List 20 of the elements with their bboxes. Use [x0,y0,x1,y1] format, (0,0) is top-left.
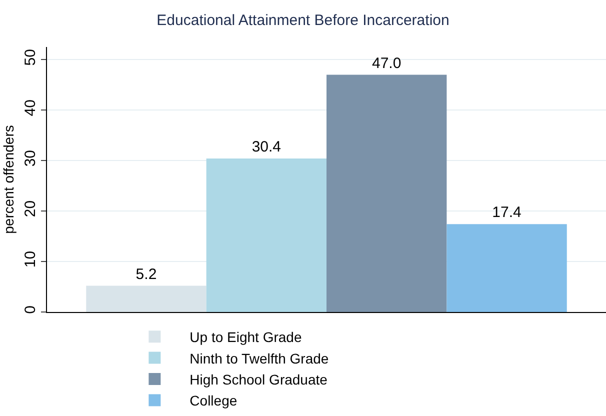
y-tick-label: 20 [22,200,39,218]
y-tick-label: 50 [22,49,39,66]
bar [206,158,326,312]
chart-title: Educational Attainment Before Incarceration [156,12,450,30]
text: 17.4 [492,204,522,222]
legend-label: Ninth to Twelfth Grade [190,350,329,366]
bar [446,224,567,312]
y-tick-label: 0 [22,306,39,314]
text: 30.4 [252,138,282,156]
y-axis-title: percent offenders [0,125,17,234]
y-tick-label: 40 [22,100,39,116]
legend-label: High School Graduate [190,371,328,388]
legend-label: College [190,392,238,409]
text: 5.2 [136,266,157,283]
text: 47.0 [372,54,402,72]
legend-label: Up to Eight Grade [190,329,302,346]
bar [326,74,447,312]
y-tick-label: 10 [22,250,39,268]
bar [86,286,206,312]
y-tick-label: 30 [22,150,39,167]
